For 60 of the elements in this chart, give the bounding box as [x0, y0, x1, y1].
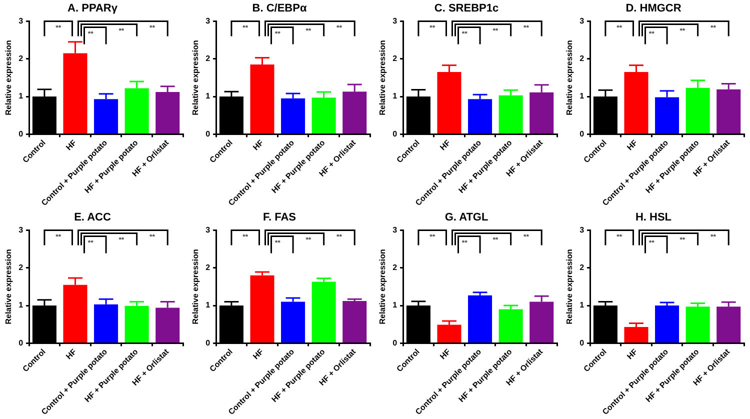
- chart-title: C. SREBP1c: [434, 2, 499, 15]
- chart-title: D. HMGCR: [626, 2, 682, 15]
- y-tick-label: 0: [392, 338, 398, 348]
- y-axis-title: Relative expression: [191, 40, 200, 116]
- y-tick-label: 1: [18, 92, 24, 101]
- y-axis-title: Relative expression: [4, 40, 14, 116]
- y-tick-label: 0: [580, 129, 585, 138]
- y-tick-label: 2: [18, 263, 24, 272]
- y-tick-label: 3: [392, 16, 398, 26]
- y-axis-title: Relative expression: [378, 40, 388, 116]
- x-tick-label: HF: [251, 138, 266, 152]
- chart-title: E. ACC: [74, 212, 111, 224]
- bar: [655, 306, 680, 342]
- x-tick-label: HF: [438, 347, 452, 362]
- y-tick-label: 1: [392, 300, 398, 310]
- y-tick-label: 0: [392, 129, 398, 138]
- y-tick-label: 1: [392, 92, 398, 101]
- y-tick-label: 0: [206, 129, 211, 138]
- chart-title: B. C/EBPα: [252, 2, 307, 15]
- chart-title: A. PPARγ: [68, 2, 118, 15]
- y-tick-label: 1: [206, 300, 211, 310]
- y-tick-label: 2: [392, 263, 398, 272]
- y-axis-title: Relative expression: [565, 40, 574, 116]
- bar: [686, 306, 710, 342]
- y-axis-title: Relative expression: [4, 249, 14, 324]
- y-tick-label: 2: [206, 263, 211, 272]
- bar: [468, 295, 492, 342]
- y-tick-label: 1: [580, 92, 585, 101]
- y-tick-label: 3: [206, 16, 211, 26]
- y-tick-label: 0: [18, 338, 24, 348]
- y-tick-label: 3: [392, 225, 398, 234]
- chart-title: H. HSL: [635, 212, 672, 224]
- y-tick-label: 0: [580, 338, 585, 348]
- y-tick-label: 3: [18, 225, 24, 234]
- y-tick-label: 1: [580, 300, 585, 310]
- y-tick-label: 1: [18, 300, 24, 310]
- y-tick-label: 2: [18, 54, 24, 64]
- x-tick-label: HF: [64, 347, 78, 362]
- chart-title: G. ATGL: [444, 212, 488, 224]
- y-axis-title: Relative expression: [191, 249, 200, 324]
- x-tick-label: HF: [625, 138, 640, 152]
- y-tick-label: 0: [18, 129, 24, 138]
- x-tick-label: HF: [438, 138, 452, 152]
- chart-title: F. FAS: [262, 212, 296, 224]
- x-tick-label: HF: [64, 138, 78, 152]
- y-tick-label: 0: [206, 338, 211, 348]
- x-tick-label: HF: [625, 347, 640, 362]
- bar: [498, 309, 523, 342]
- y-tick-label: 2: [580, 263, 585, 272]
- x-tick-label: HF: [251, 347, 266, 362]
- y-tick-label: 3: [580, 225, 585, 234]
- y-axis-title: Relative expression: [378, 249, 388, 324]
- y-tick-label: 2: [392, 54, 398, 64]
- y-tick-label: 3: [206, 225, 211, 234]
- y-tick-label: 3: [580, 16, 585, 26]
- y-axis-title: Relative expression: [565, 249, 574, 324]
- y-tick-label: 2: [206, 54, 211, 64]
- y-tick-label: 3: [18, 16, 24, 26]
- y-tick-label: 1: [206, 92, 211, 101]
- y-tick-label: 2: [580, 54, 585, 64]
